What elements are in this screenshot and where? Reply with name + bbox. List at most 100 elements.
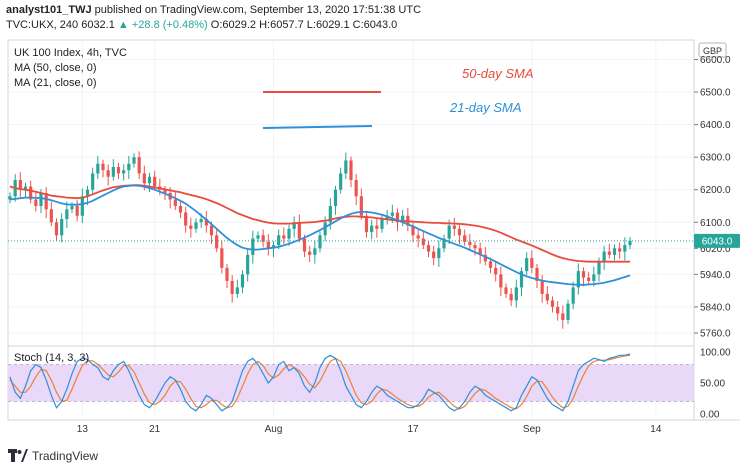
candle-body: [390, 212, 394, 216]
sma21-annotation-line: [262, 125, 373, 129]
candle-body: [318, 235, 322, 249]
candle-body: [39, 193, 43, 207]
candle-body: [91, 173, 95, 190]
stoch-tick-label: 0.00: [700, 409, 720, 420]
price-tick-label: 5760.0: [700, 328, 731, 339]
candle-body: [292, 222, 296, 229]
candle-body: [540, 280, 544, 294]
candle-body: [581, 271, 586, 278]
candle-body: [359, 196, 363, 216]
candle-body: [75, 206, 79, 216]
candle-body: [220, 248, 224, 268]
stoch-axis: 0.00 50.00 100.00: [700, 348, 731, 421]
candle-body: [416, 235, 420, 239]
candle-body: [313, 248, 317, 255]
price-tick-label: 5840.0: [700, 302, 731, 313]
candle-body: [116, 166, 121, 174]
candle-body: [597, 261, 601, 275]
candle-body: [452, 225, 456, 229]
candle-body: [163, 189, 167, 193]
footer-brand[interactable]: TradingView: [8, 446, 98, 466]
candle-body: [106, 170, 110, 177]
candle-body: [225, 267, 229, 281]
publisher-name[interactable]: analyst101_TWJ: [6, 4, 92, 16]
stoch-d-line: [9, 354, 631, 410]
candle-body: [370, 225, 374, 233]
candle-body: [287, 228, 291, 239]
publish-info: published on TradingView.com, September …: [94, 4, 422, 16]
candle-body: [499, 274, 503, 288]
legend-ma50: MA (50, close, 0): [14, 62, 97, 74]
candle-body: [488, 261, 493, 268]
candle-body: [240, 274, 245, 288]
time-tick-label: 13: [77, 424, 89, 435]
candle-body: [70, 206, 74, 210]
candle-body: [178, 206, 183, 213]
candle-body: [468, 241, 472, 246]
time-axis[interactable]: 13 21 Aug 17 Sep 14: [77, 424, 662, 435]
candle-body: [204, 219, 208, 226]
candle-body: [132, 157, 136, 164]
candle-body: [550, 300, 555, 307]
candlesticks: [8, 151, 632, 329]
last-price-tag-text: 6043.0: [702, 236, 733, 247]
price-tick-label: 6020.0: [700, 244, 731, 255]
candle-body: [29, 186, 33, 200]
candle-body: [602, 251, 606, 262]
candle-body: [23, 186, 28, 190]
candle-body: [323, 222, 327, 236]
last-price: 6032.1: [81, 19, 115, 31]
sma50-annotation-text: 50-day SMA: [462, 66, 534, 81]
candle-body: [380, 219, 384, 229]
candle-body: [199, 219, 203, 223]
candle-body: [8, 196, 12, 200]
candle-body: [302, 238, 307, 252]
currency-box[interactable]: [698, 42, 727, 58]
candle-body: [184, 212, 188, 226]
ohlc-values: O:6029.2 H:6057.7 L:6029.1 C:6043.0: [210, 19, 398, 31]
brand-name: TradingView: [32, 449, 99, 463]
price-tick-label: 6400.0: [700, 120, 731, 131]
candle-body: [401, 215, 405, 223]
price-tick-label: 5940.0: [700, 270, 731, 281]
candle-body: [111, 166, 115, 177]
candle-body: [18, 179, 22, 190]
candle-body: [96, 163, 100, 174]
candle-body: [437, 248, 441, 259]
candle-body: [209, 225, 214, 236]
currency-label: GBP: [703, 46, 722, 56]
candle-body: [215, 235, 219, 249]
candle-body: [328, 206, 332, 223]
candle-body: [256, 235, 260, 239]
sma21-annotation-text: 21-day SMA: [449, 100, 522, 115]
candle-body: [173, 199, 177, 207]
candle-body: [519, 271, 524, 288]
candle-body: [266, 241, 270, 249]
candle-body: [137, 157, 141, 174]
time-tick-label: Aug: [265, 424, 283, 435]
candle-body: [612, 248, 617, 255]
candle-body: [364, 215, 369, 233]
price-axis[interactable]: 5760.0 5840.0 5940.0 6020.0 6100.0 6200.0 6300…: [694, 55, 731, 339]
candle-body: [385, 215, 389, 220]
time-tick-label: 21: [149, 424, 161, 435]
candle-body: [282, 235, 286, 239]
candle-body: [189, 225, 193, 229]
price-tick-label: 6100.0: [700, 218, 731, 229]
candle-body: [514, 287, 518, 301]
candle-body: [607, 251, 611, 255]
candle-body: [592, 274, 596, 281]
chart-header: analyst101_TWJ published on TradingView.…: [0, 0, 740, 40]
candle-body: [483, 254, 487, 262]
candle-body: [354, 179, 358, 197]
candle-body: [261, 235, 265, 242]
legend-stoch: Stoch (14, 3, 3): [14, 352, 89, 364]
candle-body: [628, 240, 632, 246]
candle-body: [545, 293, 549, 301]
legend-title: UK 100 Index, 4h, TVC: [14, 47, 127, 59]
candle-body: [230, 280, 234, 294]
candle-body: [147, 176, 152, 184]
candle-body: [623, 245, 627, 252]
candle-body: [297, 222, 301, 239]
